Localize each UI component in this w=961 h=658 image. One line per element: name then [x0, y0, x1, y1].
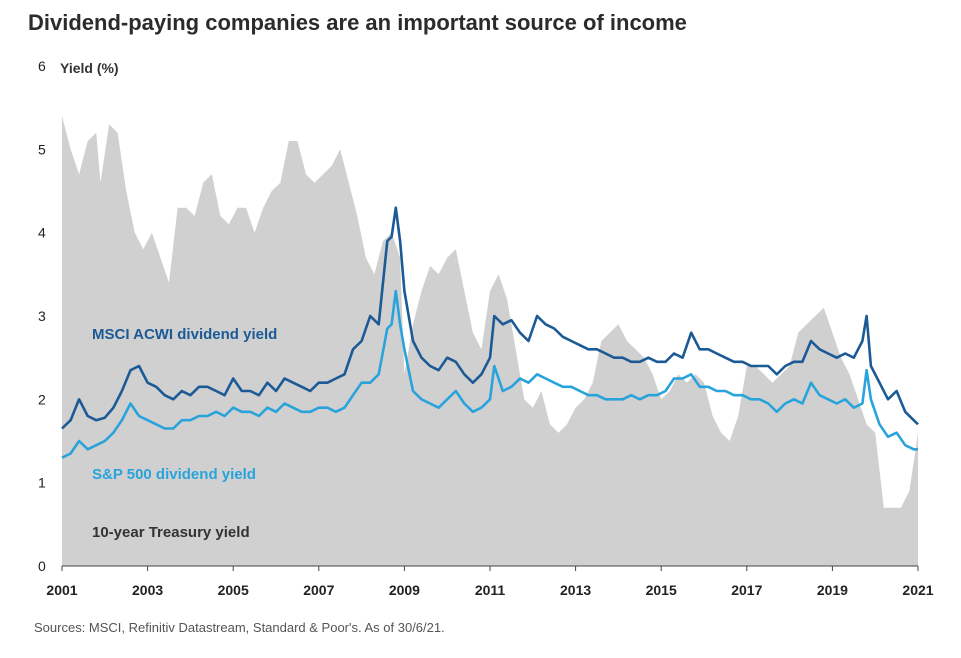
y-tick-label: 3	[38, 308, 46, 324]
series-label-acwi: MSCI ACWI dividend yield	[92, 326, 277, 343]
y-axis-label: Yield (%)	[60, 60, 119, 76]
x-tick-label: 2017	[731, 582, 762, 598]
x-tick-label: 2013	[560, 582, 591, 598]
plot-area	[61, 116, 919, 566]
x-tick-label: 2021	[902, 582, 933, 598]
y-tick-label: 4	[38, 225, 46, 241]
y-tick-label: 1	[38, 475, 46, 491]
sp500-line	[61, 289, 918, 459]
x-ticks: 2001 2003 2005 2007 2009 2011 2013 2015 2017 2019…	[46, 566, 934, 598]
chart-title: Dividend-paying companies are an importa…	[28, 10, 687, 35]
x-tick-label: 2011	[475, 582, 506, 598]
series-label-treasury: 10-year Treasury yield	[92, 524, 250, 541]
y-ticks: 0 1 2 3 4 5 6	[38, 58, 46, 574]
acwi-line	[61, 206, 919, 430]
x-tick-label: 2001	[46, 582, 77, 598]
treasury-area	[62, 116, 918, 566]
series-label-sp500: S&P 500 dividend yield	[92, 466, 256, 483]
x-tick-label: 2015	[646, 582, 677, 598]
y-tick-label: 5	[38, 141, 46, 157]
source-note: Sources: MSCI, Refinitiv Datastream, Sta…	[34, 620, 445, 635]
x-tick-label: 2019	[817, 582, 848, 598]
x-tick-label: 2005	[218, 582, 249, 598]
y-tick-label: 6	[38, 58, 46, 74]
y-tick-label: 2	[38, 391, 46, 407]
y-tick-label: 0	[38, 558, 46, 574]
x-tick-label: 2007	[303, 582, 334, 598]
x-tick-label: 2003	[132, 582, 163, 598]
x-tick-label: 2009	[389, 582, 420, 598]
